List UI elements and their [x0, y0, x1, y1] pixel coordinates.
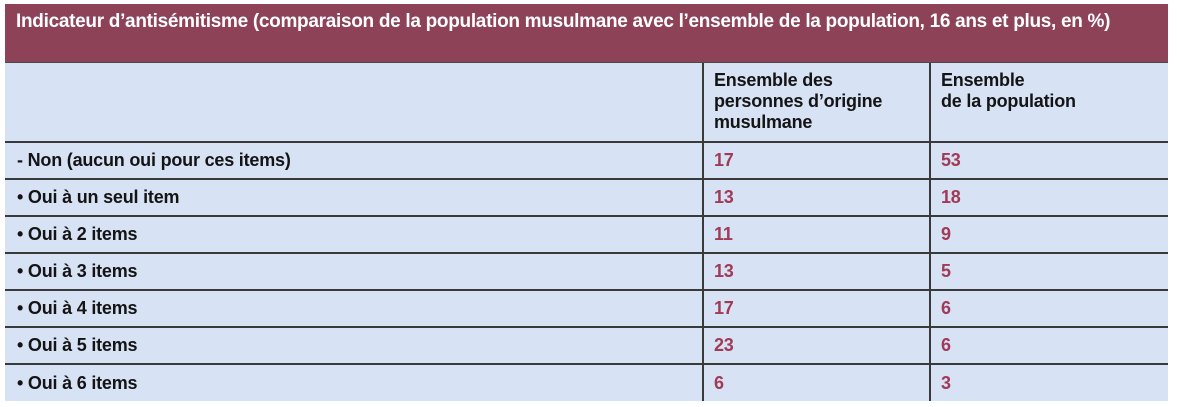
column-header-muslim-origin: Ensemble des personnes d’origine musulma… [702, 63, 930, 142]
table-title: Indicateur d’antisémitisme (comparaison … [5, 4, 1168, 63]
value-cell: 18 [929, 178, 1168, 216]
row-label: • Oui à 3 items [5, 252, 703, 290]
header-row: Ensemble des personnes d’origine musulma… [5, 63, 1168, 142]
value-cell: 23 [702, 326, 930, 364]
value-cell: 17 [702, 141, 930, 179]
table-row: • Oui à 5 items 23 6 [5, 326, 1168, 364]
value-cell: 6 [929, 326, 1168, 364]
statistics-table: Ensemble des personnes d’origine musulma… [5, 63, 1168, 401]
table-row: - Non (aucun oui pour ces items) 17 53 [5, 141, 1168, 179]
value-cell: 13 [702, 252, 930, 290]
value-cell: 9 [929, 215, 1168, 253]
table-row: • Oui à un seul item 13 18 [5, 178, 1168, 216]
antisemitism-indicator-figure: Indicateur d’antisémitisme (comparaison … [5, 4, 1168, 401]
value-cell: 5 [929, 252, 1168, 290]
header-empty-cell [5, 63, 703, 142]
value-cell: 17 [702, 289, 930, 327]
value-cell: 3 [929, 363, 1168, 401]
row-label: • Oui à 5 items [5, 326, 703, 364]
row-label: • Oui à 2 items [5, 215, 703, 253]
value-cell: 6 [929, 289, 1168, 327]
value-cell: 11 [702, 215, 930, 253]
table-row: • Oui à 2 items 11 9 [5, 215, 1168, 253]
table-row: • Oui à 3 items 13 5 [5, 252, 1168, 290]
row-label: • Oui à un seul item [5, 178, 703, 216]
table-row: • Oui à 4 items 17 6 [5, 289, 1168, 327]
value-cell: 53 [929, 141, 1168, 179]
row-label: - Non (aucun oui pour ces items) [5, 141, 703, 179]
value-cell: 6 [702, 363, 930, 401]
value-cell: 13 [702, 178, 930, 216]
table-row: • Oui à 6 items 6 3 [5, 363, 1168, 401]
row-label: • Oui à 6 items [5, 363, 703, 401]
column-header-whole-population: Ensemble de la population [929, 63, 1168, 142]
row-label: • Oui à 4 items [5, 289, 703, 327]
